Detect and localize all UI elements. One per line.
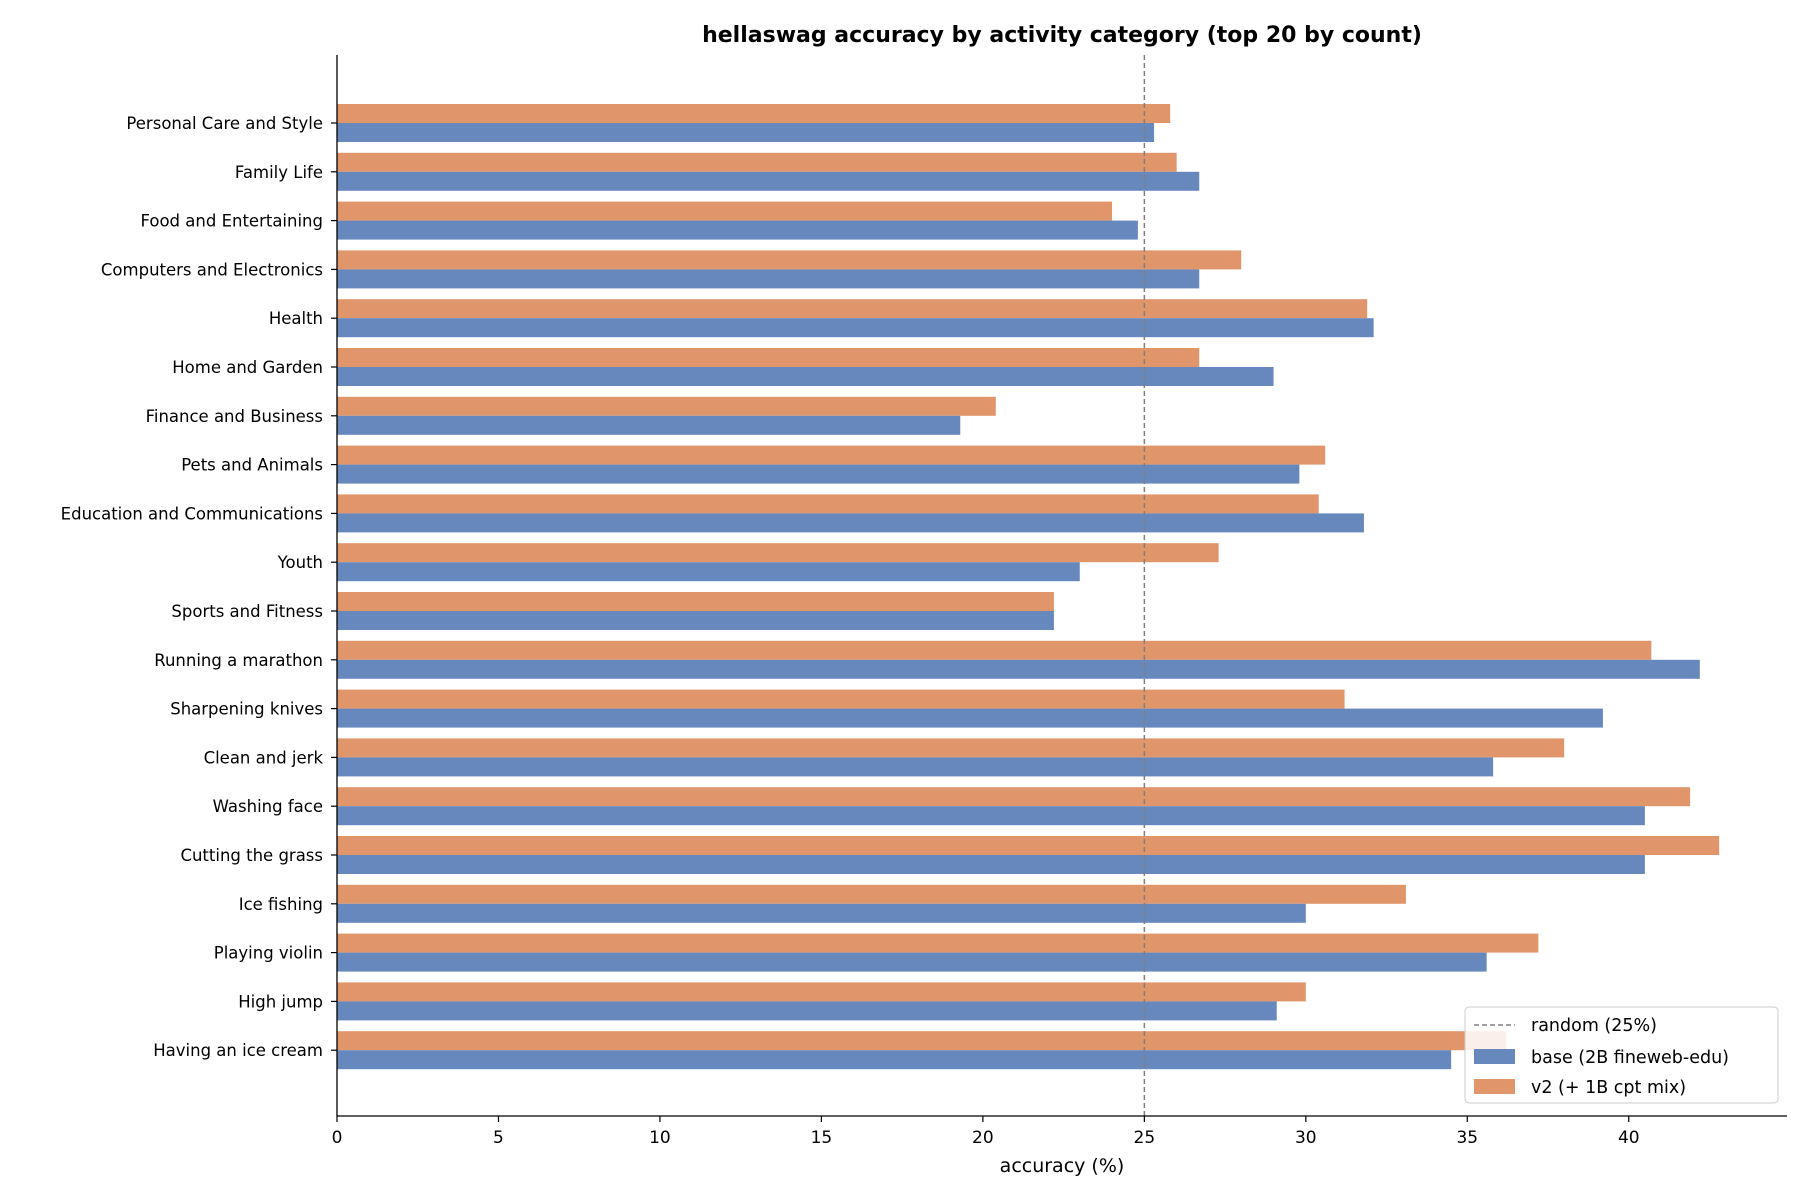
y-tick-label-10: Sports and Fitness <box>171 602 323 621</box>
x-tick-label-7: 35 <box>1456 1128 1478 1148</box>
legend: random (25%) base (2B fineweb-edu) v2 (+ 1… <box>1464 1006 1779 1104</box>
bar-v2-19 <box>337 1031 1507 1051</box>
bar-v2-9 <box>337 543 1219 563</box>
y-tick-label-14: Washing face <box>213 797 323 816</box>
y-tick-label-3: Computers and Electronics <box>101 260 323 279</box>
bar-base-7 <box>337 464 1300 484</box>
y-tick-label-4: Health <box>269 309 323 328</box>
bar-base-2 <box>337 220 1138 240</box>
bar-base-0 <box>337 123 1155 142</box>
bar-base-19 <box>337 1050 1452 1070</box>
x-tick-label-1: 5 <box>493 1128 504 1148</box>
bar-v2-3 <box>337 250 1242 270</box>
y-tick-label-18: High jump <box>238 992 323 1011</box>
y-axis-ticks: Personal Care and Style Family Life Food a… <box>61 114 337 1060</box>
legend-label-random: random (25%) <box>1531 1016 1657 1036</box>
bar-base-4 <box>337 318 1374 338</box>
legend-box <box>1464 1006 1779 1104</box>
y-tick-label-2: Food and Entertaining <box>140 212 323 231</box>
y-tick-label-15: Cutting the grass <box>180 846 323 865</box>
y-tick-label-11: Running a marathon <box>154 651 323 670</box>
bar-v2-4 <box>337 299 1368 319</box>
x-tick-label-2: 10 <box>649 1128 671 1148</box>
bar-base-6 <box>337 415 961 435</box>
y-tick-label-19: Having an ice cream <box>153 1041 323 1060</box>
x-axis-ticks: 0 5 10 15 20 25 30 35 40 <box>332 1116 1640 1148</box>
x-tick-label-3: 15 <box>811 1128 833 1148</box>
bar-base-10 <box>337 611 1054 630</box>
legend-swatch-base <box>1474 1049 1515 1064</box>
legend-label-base: base (2B fineweb-edu) <box>1531 1048 1729 1068</box>
bar-base-15 <box>337 855 1645 874</box>
y-tick-label-0: Personal Care and Style <box>126 114 323 133</box>
y-tick-label-8: Education and Communications <box>61 504 323 523</box>
bar-base-12 <box>337 708 1603 728</box>
y-tick-label-7: Pets and Animals <box>181 456 323 475</box>
bar-v2-15 <box>337 836 1720 855</box>
bar-v2-10 <box>337 592 1054 611</box>
bar-v2-2 <box>337 201 1113 221</box>
bar-base-9 <box>337 562 1080 582</box>
bar-v2-14 <box>337 787 1691 807</box>
x-tick-label-5: 25 <box>1134 1128 1156 1148</box>
bar-v2-18 <box>337 982 1306 1002</box>
bar-v2-11 <box>337 640 1652 660</box>
legend-swatch-v2 <box>1474 1079 1515 1094</box>
y-tick-label-17: Playing violin <box>214 944 323 963</box>
bars-layer <box>337 104 1720 1070</box>
bar-v2-1 <box>337 152 1177 172</box>
bar-base-18 <box>337 1001 1277 1021</box>
bar-v2-6 <box>337 396 996 416</box>
bar-base-5 <box>337 367 1274 386</box>
bar-base-13 <box>337 757 1494 777</box>
bar-v2-16 <box>337 884 1406 904</box>
bar-base-8 <box>337 513 1364 533</box>
x-tick-label-6: 30 <box>1295 1128 1317 1148</box>
bar-v2-13 <box>337 738 1565 758</box>
x-tick-label-8: 40 <box>1618 1128 1640 1148</box>
y-tick-label-13: Clean and jerk <box>204 748 324 767</box>
bar-v2-0 <box>337 104 1171 123</box>
axes-layer <box>336 55 1787 1117</box>
y-tick-label-5: Home and Garden <box>172 358 323 377</box>
bar-v2-5 <box>337 348 1200 367</box>
legend-label-v2: v2 (+ 1B cpt mix) <box>1531 1078 1686 1098</box>
bar-base-16 <box>337 903 1306 923</box>
bar-base-3 <box>337 269 1200 289</box>
y-tick-label-12: Sharpening knives <box>170 700 323 719</box>
bar-base-1 <box>337 171 1200 191</box>
x-tick-label-0: 0 <box>332 1128 343 1148</box>
y-tick-label-16: Ice fishing <box>239 895 323 914</box>
bar-v2-7 <box>337 445 1326 465</box>
x-tick-label-4: 20 <box>972 1128 994 1148</box>
bar-v2-8 <box>337 494 1319 514</box>
bar-v2-17 <box>337 933 1539 953</box>
x-axis-label: accuracy (%) <box>1000 1155 1125 1177</box>
bar-v2-12 <box>337 689 1345 709</box>
y-tick-label-9: Youth <box>277 553 323 572</box>
chart-title: hellaswag accuracy by activity category … <box>702 23 1422 48</box>
y-tick-label-6: Finance and Business <box>146 407 323 426</box>
y-tick-label-1: Family Life <box>235 163 323 182</box>
bar-base-14 <box>337 806 1645 826</box>
bar-base-17 <box>337 952 1487 972</box>
bar-base-11 <box>337 659 1700 679</box>
